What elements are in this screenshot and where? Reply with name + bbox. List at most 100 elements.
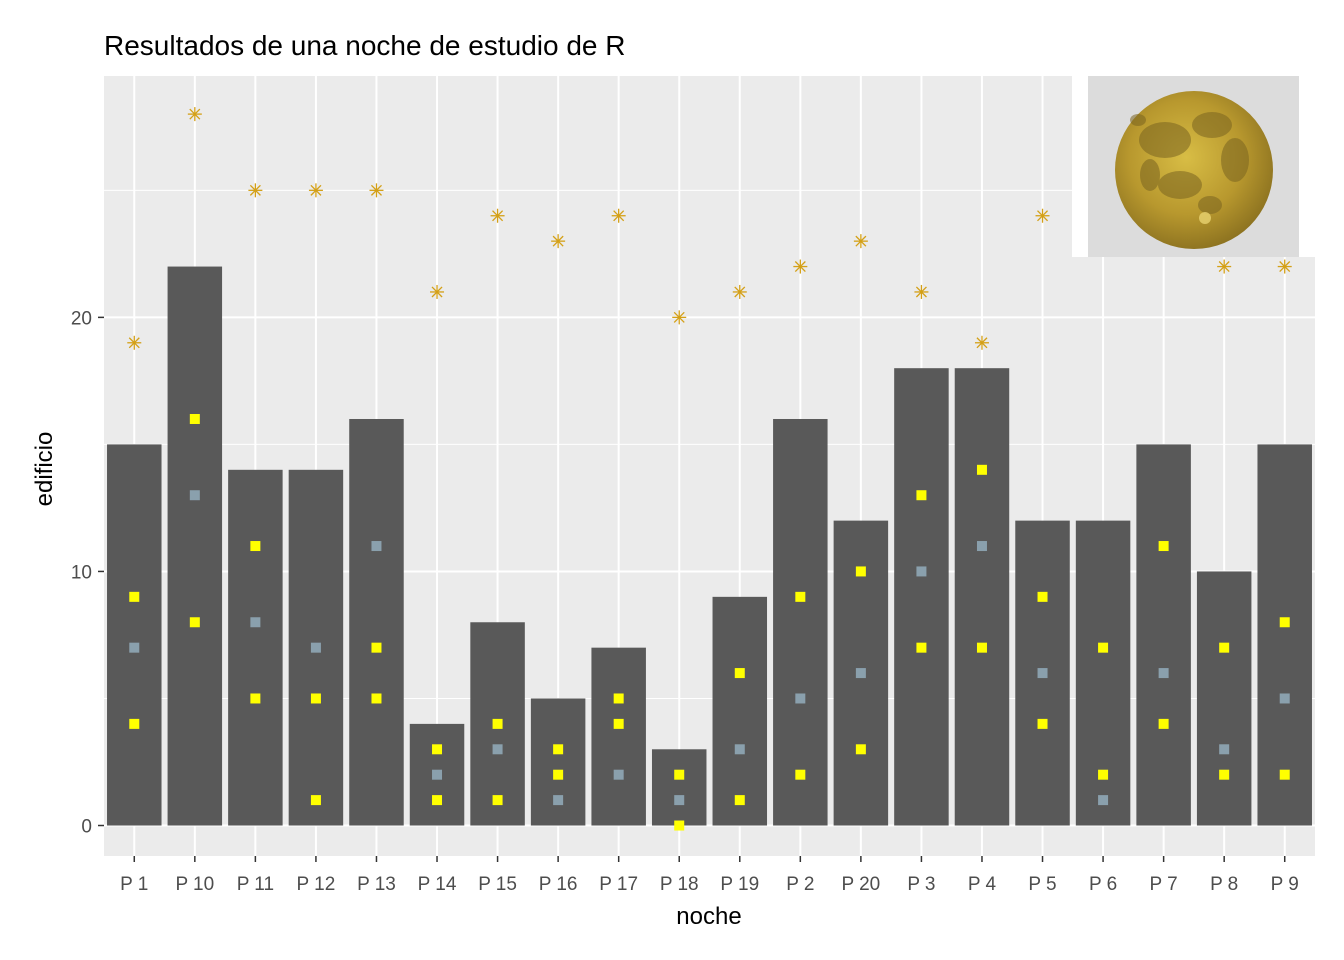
square-point xyxy=(1219,744,1230,755)
x-tick-label: P 13 xyxy=(357,874,396,895)
x-tick-label: P 16 xyxy=(539,874,578,895)
square-point xyxy=(1158,541,1169,552)
bar xyxy=(167,266,223,826)
square-point xyxy=(674,820,685,831)
square-point xyxy=(310,693,321,704)
x-tick-label: P 1 xyxy=(120,874,148,895)
square-point xyxy=(855,668,866,679)
square-point xyxy=(129,591,140,602)
square-point xyxy=(1037,591,1048,602)
x-axis: P 1 P 10 P 11 P 12 P 13 P 14 P 15 P 16 P 17 P 18 P… xyxy=(120,856,1299,895)
square-point xyxy=(674,769,685,780)
x-tick-label: P 11 xyxy=(237,874,274,895)
x-tick-label: P 17 xyxy=(599,874,638,895)
square-point xyxy=(492,795,503,806)
bar xyxy=(591,647,646,826)
square-point xyxy=(1098,642,1109,653)
x-tick-label: P 8 xyxy=(1210,874,1238,895)
x-tick-label: P 20 xyxy=(842,874,881,895)
square-point xyxy=(916,490,927,501)
square-point xyxy=(129,642,140,653)
x-tick-label: P 19 xyxy=(720,874,759,895)
x-tick-label: P 4 xyxy=(968,874,997,895)
square-point xyxy=(432,744,443,755)
asterisk-point xyxy=(1035,208,1050,223)
square-point xyxy=(734,795,745,806)
asterisk-point xyxy=(490,208,505,223)
square-point xyxy=(432,795,443,806)
square-point xyxy=(1098,795,1109,806)
square-point xyxy=(553,744,564,755)
square-point xyxy=(855,744,866,755)
asterisk-point xyxy=(793,259,808,274)
square-point xyxy=(1037,668,1048,679)
bar xyxy=(712,596,768,826)
square-point xyxy=(1279,693,1290,704)
bar xyxy=(894,368,949,826)
square-point xyxy=(734,668,745,679)
y-axis: 0 10 20 xyxy=(71,308,104,838)
asterisk-point xyxy=(430,284,445,299)
bar xyxy=(530,698,586,826)
square-point xyxy=(189,617,200,628)
asterisk-point xyxy=(551,234,566,249)
y-tick-label: 20 xyxy=(71,308,92,329)
square-point xyxy=(189,413,200,424)
square-point xyxy=(1158,718,1169,729)
asterisk-point xyxy=(369,183,384,198)
square-point xyxy=(1158,668,1169,679)
bars xyxy=(107,266,1312,826)
bar xyxy=(651,749,707,826)
moon-craters xyxy=(1130,112,1249,214)
asterisk-point xyxy=(732,284,747,299)
square-point xyxy=(795,769,806,780)
square-point xyxy=(250,693,261,704)
square-point xyxy=(916,642,927,653)
bar xyxy=(228,469,283,826)
square-point xyxy=(1279,617,1290,628)
bar xyxy=(1196,571,1252,826)
square-point xyxy=(1219,769,1230,780)
chart-title: Resultados de una noche de estudio de R xyxy=(104,30,626,61)
square-point xyxy=(371,541,382,552)
square-point xyxy=(553,769,564,780)
asterisk-point xyxy=(672,310,687,325)
x-tick-label: P 14 xyxy=(418,874,457,895)
asterisk-point xyxy=(914,284,929,299)
asterisk-point xyxy=(611,208,626,223)
square-point xyxy=(916,566,927,577)
square-point xyxy=(1219,642,1230,653)
x-tick-label: P 12 xyxy=(297,874,336,895)
square-point xyxy=(492,718,503,729)
square-point xyxy=(976,541,987,552)
square-point xyxy=(976,642,987,653)
square-point xyxy=(976,464,987,475)
square-point xyxy=(613,769,624,780)
points xyxy=(127,107,1292,831)
asterisk-point xyxy=(1277,259,1292,274)
asterisk-point xyxy=(308,183,323,198)
square-point xyxy=(432,769,443,780)
square-point xyxy=(310,795,321,806)
x-tick-label: P 3 xyxy=(907,874,935,895)
bar xyxy=(107,444,162,826)
square-point xyxy=(250,541,261,552)
square-point xyxy=(795,693,806,704)
square-point xyxy=(855,566,866,577)
square-point xyxy=(310,642,321,653)
x-tick-label: P 15 xyxy=(478,874,517,895)
square-point xyxy=(553,795,564,806)
bar xyxy=(349,418,404,826)
bar xyxy=(1136,444,1191,826)
x-tick-label: P 6 xyxy=(1089,874,1117,895)
square-point xyxy=(795,591,806,602)
asterisk-point xyxy=(127,335,142,350)
bar xyxy=(1075,520,1131,826)
moon-highlight xyxy=(1199,212,1211,224)
asterisk-point xyxy=(974,335,989,350)
square-point xyxy=(1037,718,1048,729)
moon-inset xyxy=(1072,76,1315,257)
x-tick-label: P 18 xyxy=(660,874,699,895)
square-point xyxy=(1279,769,1290,780)
square-point xyxy=(189,490,200,501)
